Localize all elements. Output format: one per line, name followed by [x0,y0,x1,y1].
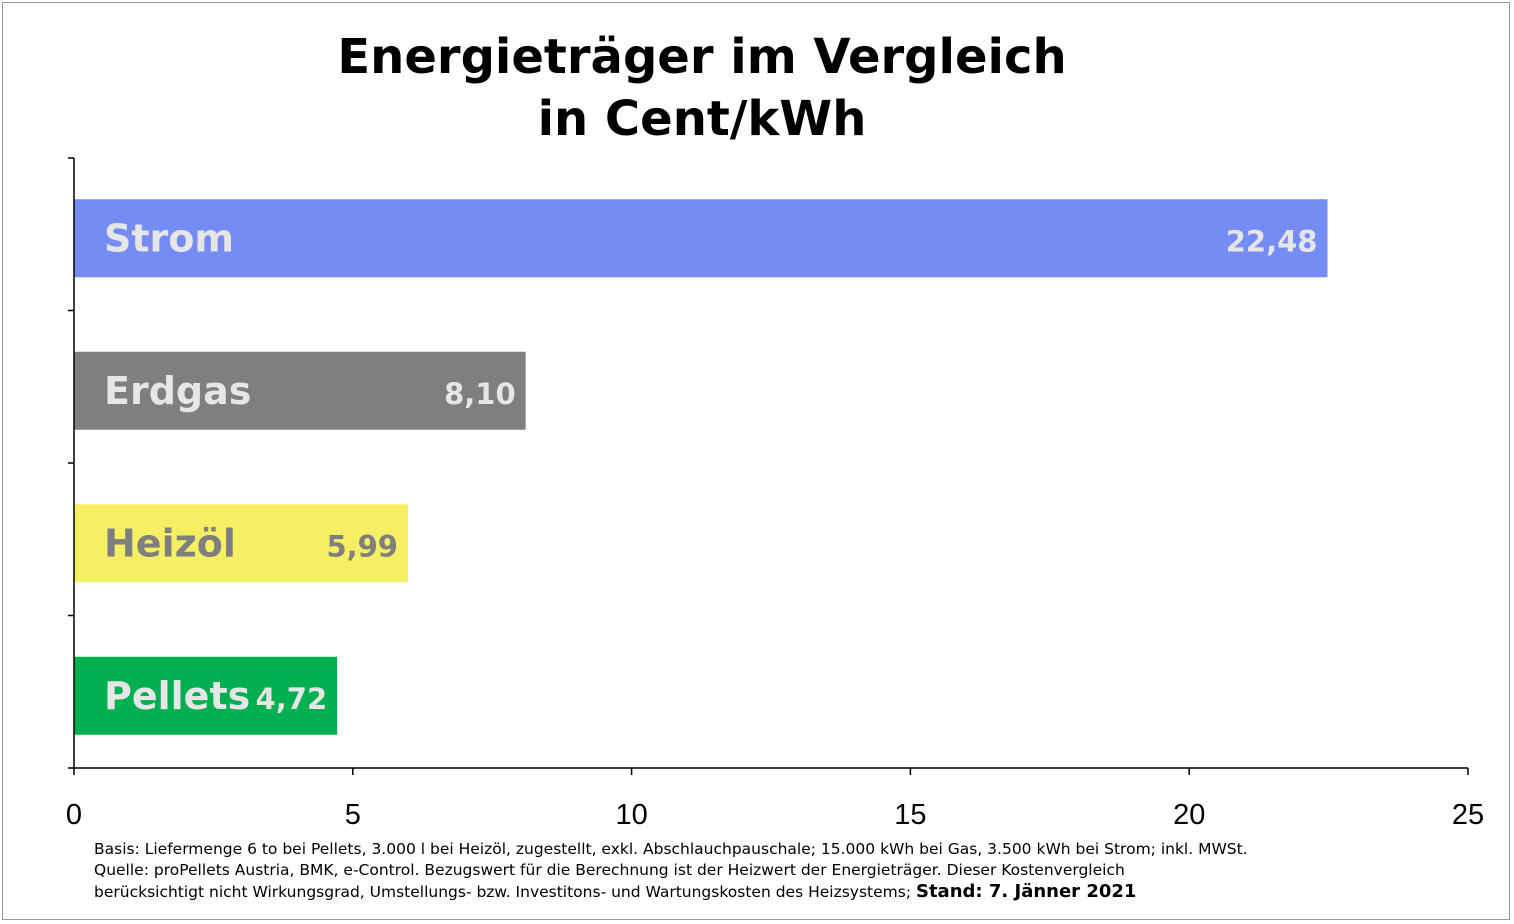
category-label-3: Heizöl [104,521,236,565]
x-tick-label-6: 25 [1452,799,1484,831]
x-tick-label-1: 0 [66,799,82,831]
data-label-2: 8,10 [444,377,516,411]
bar-4 [74,656,338,735]
footnote-basis: Basis: Liefermenge 6 to bei Pellets, 3.0… [94,840,1248,858]
bar-3 [74,504,409,583]
footnote-note: berücksichtigt nicht Wirkungsgrad, Umste… [94,883,912,901]
bar-1 [74,199,1328,278]
chart-title: Energieträger im Vergleich in Cent/kWh [0,26,1404,150]
category-label-4: Pellets [104,674,250,718]
chart-title-line-1: Energieträger im Vergleich [337,29,1067,85]
data-label-3: 5,99 [326,529,398,563]
x-tick-label-4: 15 [894,799,926,831]
data-label-1: 22,48 [1226,224,1318,258]
data-label-4: 4,72 [256,682,328,716]
footnote: Basis: Liefermenge 6 to bei Pellets, 3.0… [94,839,1394,903]
footnote-source: Quelle: proPellets Austria, BMK, e-Contr… [94,861,1125,879]
footnote-date: Stand: 7. Jänner 2021 [915,881,1137,902]
bar-2 [74,351,526,430]
x-tick-label-3: 10 [615,799,647,831]
x-tick-label-2: 5 [345,799,361,831]
category-label-2: Erdgas [104,369,251,413]
x-tick-label-5: 20 [1173,799,1205,831]
category-label-1: Strom [104,216,234,260]
chart-title-line-2: in Cent/kWh [537,91,867,147]
